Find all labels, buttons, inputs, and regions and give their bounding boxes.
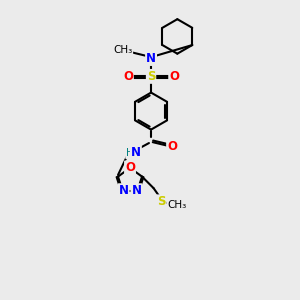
Text: S: S — [157, 195, 165, 208]
Text: CH₃: CH₃ — [113, 45, 132, 55]
Text: O: O — [123, 70, 133, 83]
Text: N: N — [146, 52, 156, 65]
Text: S: S — [147, 70, 155, 83]
Text: N: N — [119, 184, 129, 197]
Text: H: H — [126, 148, 134, 158]
Text: CH₃: CH₃ — [167, 200, 186, 210]
Text: O: O — [125, 161, 135, 174]
Text: O: O — [169, 70, 179, 83]
Text: O: O — [167, 140, 177, 153]
Text: N: N — [131, 146, 141, 159]
Text: N: N — [131, 184, 141, 197]
